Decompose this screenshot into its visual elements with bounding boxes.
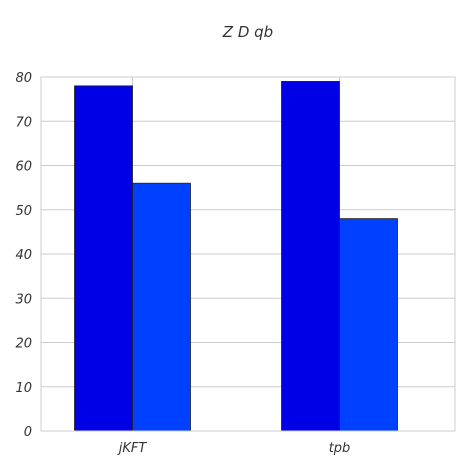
y-tick-label: 30 [15,292,32,307]
y-tick-label: 40 [15,248,32,263]
bar [281,81,340,432]
x-tick-label: jKFT [117,441,148,456]
bar [74,85,133,432]
plot-frame [40,76,456,432]
x-axis-ticks: jKFT tpb [117,441,351,456]
y-axis-ticks: 0 10 20 30 40 50 60 70 80 [15,71,32,440]
bar [339,218,398,432]
y-tick-label: 0 [24,425,32,440]
y-tick-label: 70 [15,115,32,130]
y-tick-label: 50 [15,204,32,219]
bar [132,182,191,432]
bars [74,81,398,432]
y-tick-label: 80 [15,71,32,86]
chart-title: Z D qb [222,23,273,41]
y-tick-label: 60 [15,160,32,175]
y-tick-label: 20 [15,337,32,352]
y-tick-label: 10 [15,381,32,396]
x-tick-label: tpb [329,441,351,456]
